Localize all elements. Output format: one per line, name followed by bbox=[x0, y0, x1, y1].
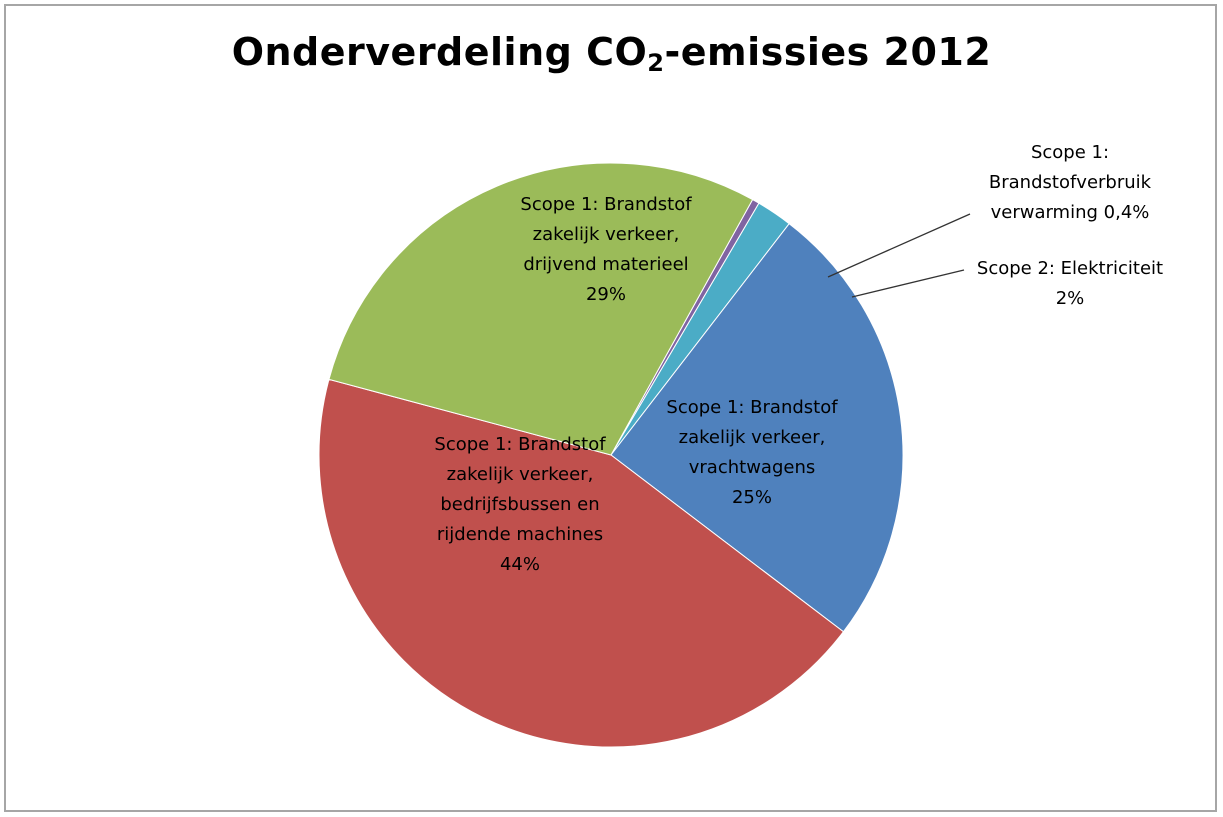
chart-title-rest: -emissies 2012 bbox=[664, 30, 992, 74]
slice-label-line: vrachtwagens bbox=[689, 457, 815, 478]
slice-label-line: 25% bbox=[732, 487, 772, 508]
slice-label-line: zakelijk verkeer, bbox=[533, 224, 680, 245]
slice-label-line: Scope 2: Elektriciteit bbox=[977, 258, 1163, 279]
slice-label-line: Scope 1: Brandstof bbox=[434, 434, 606, 455]
slice-label-line: zakelijk verkeer, bbox=[679, 427, 826, 448]
slice-label-line: 2% bbox=[1056, 288, 1085, 309]
slice-label-line: Scope 1: Brandstof bbox=[666, 397, 838, 418]
slice-label-line: 44% bbox=[500, 554, 540, 575]
leader-line-1 bbox=[851, 269, 965, 298]
slice-label-0: Scope 1: Brandstofverbruik verwarming 0,4% bbox=[989, 142, 1152, 223]
pie-slice-4 bbox=[328, 162, 754, 456]
chart-title-main: Onderverdeling CO bbox=[231, 30, 648, 74]
slice-label-line: bedrijfsbussen en bbox=[440, 494, 599, 515]
slice-label-line: drijvend materieel bbox=[523, 254, 688, 275]
slice-label-3: Scope 1: Brandstof zakelijk verkeer, bedri… bbox=[434, 434, 606, 575]
leader-line-0 bbox=[827, 213, 971, 278]
chart-title-subscript: 2 bbox=[647, 49, 665, 77]
chart-title: Onderverdeling CO2-emissies 2012 bbox=[0, 30, 1223, 77]
slice-label-4: Scope 1: Brandstof zakelijk verkeer, drijv… bbox=[520, 194, 692, 305]
slice-label-line: Scope 1: Brandstof bbox=[520, 194, 692, 215]
slice-label-line: zakelijk verkeer, bbox=[447, 464, 594, 485]
slice-label-2: Scope 1: Brandstof zakelijk verkeer, vrach… bbox=[666, 397, 838, 508]
slice-label-line: Brandstofverbruik bbox=[989, 172, 1152, 193]
slice-label-line: 29% bbox=[586, 284, 626, 305]
slice-label-1: Scope 2: Elektriciteit 2% bbox=[977, 258, 1163, 309]
slice-label-line: verwarming 0,4% bbox=[991, 202, 1150, 223]
pie-slice-3 bbox=[318, 378, 845, 748]
slice-label-line: rijdende machines bbox=[437, 524, 603, 545]
pie-slice-2 bbox=[610, 222, 904, 633]
slice-label-line: Scope 1: bbox=[1031, 142, 1109, 163]
